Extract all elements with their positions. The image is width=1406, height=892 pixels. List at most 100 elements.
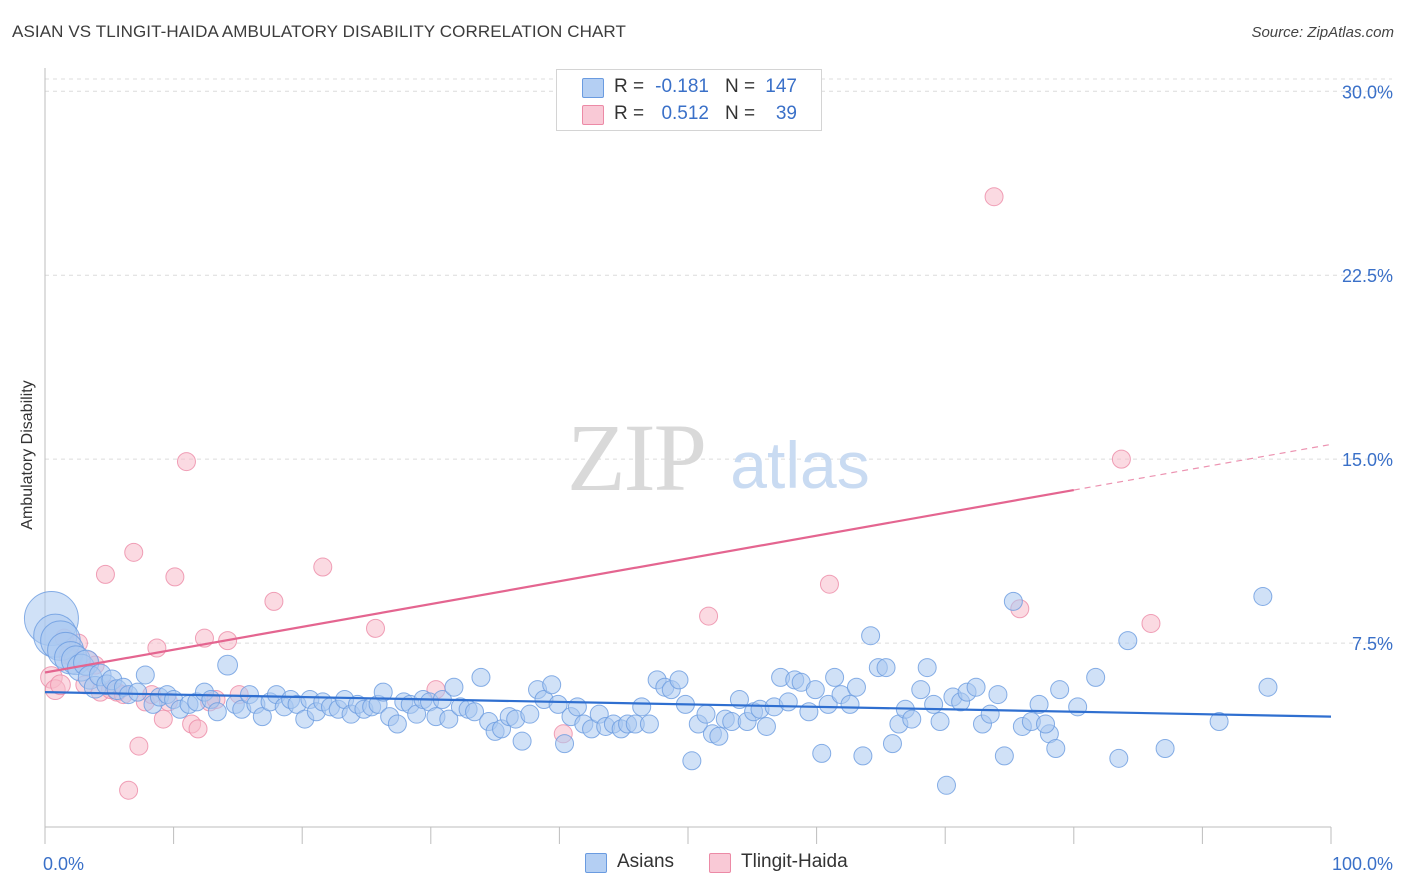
asian-point — [207, 702, 227, 722]
y-tick-label: 7.5% — [1352, 634, 1393, 654]
asian-point — [252, 707, 272, 727]
trend-lines — [44, 443, 1332, 718]
asian-point — [853, 746, 873, 766]
source-label: Source: ZipAtlas.com — [1251, 24, 1394, 41]
asian-point — [1036, 714, 1056, 734]
grid-lines — [45, 78, 1392, 644]
n-value: 39 — [775, 103, 797, 124]
tlingit-haida-trend-line — [44, 488, 1074, 674]
asian-point — [548, 694, 568, 714]
asian-point — [778, 692, 798, 712]
asian-point — [1253, 586, 1273, 606]
tlingit-haida-point — [1141, 613, 1161, 633]
asian-point — [930, 712, 950, 732]
asian-point — [444, 677, 464, 697]
asian-point — [439, 709, 459, 729]
tlingit-haida-point — [984, 187, 1004, 207]
tlingit-haida-point — [699, 606, 719, 626]
asian-point — [988, 685, 1008, 705]
legend-row-asians: R = -0.181 N = 147 — [557, 74, 821, 100]
tlingit-haida-point — [129, 736, 149, 756]
asian-point — [567, 697, 587, 717]
asian-point — [1155, 739, 1175, 759]
tlingit-haida-point — [819, 574, 839, 594]
asian-point — [465, 702, 485, 722]
asian-point — [840, 694, 860, 714]
asian-point — [756, 716, 776, 736]
asian-point — [1029, 694, 1049, 714]
asian-point — [861, 626, 881, 646]
asian-point — [924, 694, 944, 714]
tlingit-haida-point — [313, 557, 333, 577]
asians-label: Asians — [617, 851, 675, 872]
asian-point — [966, 677, 986, 697]
asian-point — [682, 751, 702, 771]
asian-point — [818, 694, 838, 714]
asian-point — [639, 714, 659, 734]
asian-point — [917, 658, 937, 678]
asian-point — [1118, 631, 1138, 651]
asians-swatch — [585, 853, 607, 873]
tlingit-haida-point — [119, 780, 139, 800]
n-value: 147 — [765, 76, 797, 97]
watermark-zip: ZIP — [567, 404, 705, 511]
asian-point — [1086, 667, 1106, 687]
asian-point — [512, 731, 532, 751]
asian-point — [135, 665, 155, 685]
asian-point — [373, 682, 393, 702]
asian-point — [846, 677, 866, 697]
r-label: R = — [614, 76, 645, 97]
tlingit-haida-point — [124, 542, 144, 562]
asian-point — [632, 697, 652, 717]
asian-point — [882, 734, 902, 754]
asian-points — [23, 586, 1278, 795]
tick-labels: 7.5% 15.0% 22.5% 30.0% 0.0% 100.0% — [43, 82, 1393, 874]
asian-point — [669, 670, 689, 690]
asian-point — [1003, 591, 1023, 611]
tlingit-haida-label: Tlingit-Haida — [741, 851, 848, 872]
asian-point — [994, 746, 1014, 766]
tlingit-haida-swatch — [582, 105, 604, 125]
watermark-atlas: atlas — [730, 428, 869, 502]
asian-point — [902, 709, 922, 729]
asian-point — [812, 743, 832, 763]
asian-point — [555, 734, 575, 754]
asian-point — [1046, 739, 1066, 759]
axes — [44, 68, 1332, 844]
asian-point — [542, 675, 562, 695]
tlingit-haida-trend-extension — [1073, 443, 1332, 491]
r-value: 0.512 — [661, 103, 709, 124]
asian-point — [799, 702, 819, 722]
asian-point — [876, 658, 896, 678]
tlingit-haida-point — [153, 709, 173, 729]
n-label: N = — [725, 103, 756, 124]
tlingit-haida-point — [165, 567, 185, 587]
asian-point — [805, 680, 825, 700]
asian-point — [128, 682, 148, 702]
tlingit-haida-swatch — [709, 853, 731, 873]
x-tick-label: 0.0% — [43, 854, 84, 874]
asian-point — [1050, 680, 1070, 700]
y-tick-label: 22.5% — [1342, 266, 1393, 286]
asian-point — [1068, 697, 1088, 717]
tlingit-haida-point — [188, 719, 208, 739]
asian-point — [1209, 712, 1229, 732]
asian-point — [217, 654, 239, 676]
asians-swatch — [582, 78, 604, 98]
asian-point — [709, 726, 729, 746]
asian-point — [387, 714, 407, 734]
tlingit-haida-point — [366, 618, 386, 638]
asian-point — [696, 704, 716, 724]
asian-point — [729, 689, 749, 709]
asian-point — [825, 667, 845, 687]
x-tick-label: 100.0% — [1332, 854, 1393, 874]
tlingit-haida-point — [264, 591, 284, 611]
asian-point — [1109, 748, 1129, 768]
tlingit-haida-point — [50, 674, 71, 696]
tlingit-haida-point — [176, 452, 196, 472]
asian-point — [520, 704, 540, 724]
asian-point — [911, 680, 931, 700]
r-value: -0.181 — [655, 76, 709, 97]
y-tick-label: 30.0% — [1342, 82, 1393, 102]
tlingit-haida-point — [95, 564, 115, 584]
